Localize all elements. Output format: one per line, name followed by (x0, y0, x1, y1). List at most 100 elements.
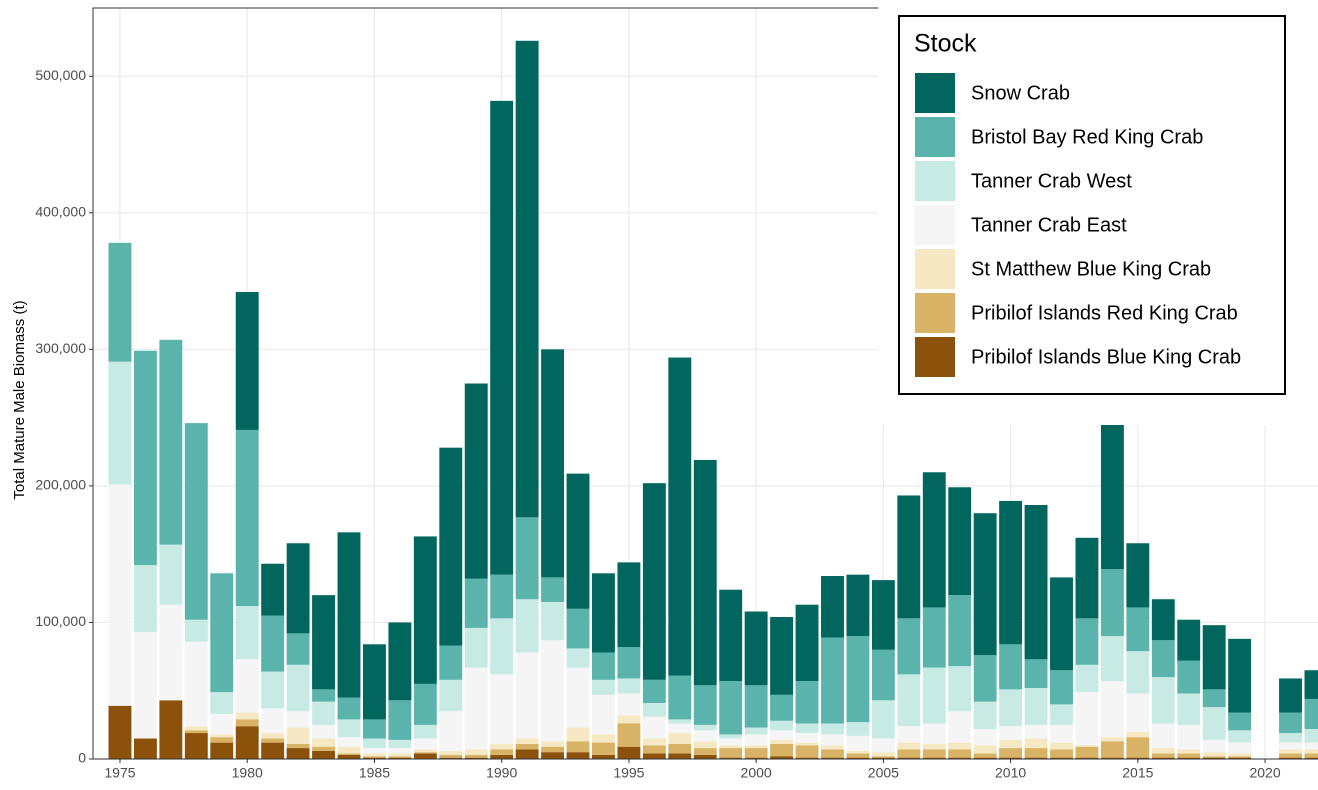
bar-segment (642, 716, 666, 739)
bar-segment (541, 746, 565, 753)
bar-segment (744, 727, 768, 735)
bar-segment (388, 739, 412, 749)
bar-segment (261, 733, 285, 739)
bar-segment (795, 733, 819, 743)
bar-segment (490, 743, 514, 750)
legend-label: Bristol Bay Red King Crab (971, 126, 1203, 148)
bar-segment (1050, 742, 1073, 750)
bar-segment (719, 748, 743, 758)
bar-segment (1279, 742, 1302, 750)
bar-segment (413, 752, 437, 754)
bar-segment (795, 757, 819, 759)
bar-segment (871, 580, 895, 650)
bar-segment (821, 734, 844, 746)
bar-segment (846, 735, 870, 751)
bar-segment (362, 756, 386, 758)
bar-segment (312, 595, 335, 690)
bar-segment (1202, 739, 1226, 753)
bar-segment (719, 734, 743, 739)
bar-segment (464, 383, 488, 579)
x-tick-label: 2010 (995, 765, 1026, 781)
legend-key (915, 161, 955, 201)
bar-segment (744, 757, 768, 759)
bar-segment (821, 576, 844, 638)
bar-segment (668, 723, 692, 734)
bar-segment (515, 517, 539, 600)
bar-segment (897, 495, 921, 619)
bar-segment (999, 689, 1023, 727)
legend-label: Tanner Crab East (971, 214, 1127, 236)
bar-segment (439, 679, 463, 712)
bar-segment (846, 753, 870, 758)
bar-segment (464, 578, 488, 628)
bar-segment (286, 543, 310, 634)
bar-segment (1279, 712, 1302, 734)
bar-segment (846, 750, 870, 754)
bar-segment (235, 719, 259, 727)
bar-segment (159, 604, 183, 701)
bar-segment (286, 727, 310, 744)
y-tick-label: 400,000 (35, 204, 86, 220)
bar-segment (973, 701, 997, 729)
bar-segment (1100, 636, 1124, 682)
bar-segment (515, 652, 539, 739)
bar-segment (1177, 693, 1201, 725)
bar-segment (668, 743, 692, 754)
bar-segment (871, 756, 895, 758)
bar-segment (261, 563, 285, 616)
bar-segment (159, 700, 183, 759)
bar-segment (1304, 698, 1318, 729)
bar-segment (668, 733, 692, 744)
bar-segment (770, 743, 794, 757)
legend-title: Stock (914, 30, 977, 58)
legend-key (915, 249, 955, 289)
x-tick-label: 1990 (486, 765, 517, 781)
bar-segment (770, 730, 794, 740)
bar-segment (1228, 712, 1252, 731)
bar-segment (719, 745, 743, 749)
bar-segment (566, 473, 590, 609)
bar-segment (948, 487, 972, 596)
bar-segment (464, 757, 488, 759)
bar-segment (642, 738, 666, 746)
bar-segment (261, 671, 285, 709)
bar-segment (1100, 403, 1124, 570)
bar-segment (439, 757, 463, 759)
bar-segment (846, 757, 870, 759)
bar-segment (515, 738, 539, 744)
bar-segment (897, 749, 921, 758)
bar-segment (413, 683, 437, 725)
bar-segment (770, 616, 794, 695)
bar-segment (846, 574, 870, 637)
bar-segment (159, 339, 183, 545)
bar-segment (821, 749, 844, 758)
bar-segment (1151, 757, 1175, 759)
bar-segment (592, 734, 615, 743)
bar-segment (897, 726, 921, 743)
bar-segment (235, 712, 259, 720)
bar-segment (973, 655, 997, 702)
bar-segment (312, 701, 335, 725)
bar-segment (922, 749, 946, 758)
bar-segment (108, 484, 132, 706)
bar-segment (541, 640, 565, 742)
bar-segment (388, 756, 412, 758)
bar-segment (693, 730, 717, 742)
bar-segment (1024, 724, 1048, 739)
bar-segment (693, 748, 717, 755)
bar-segment (184, 619, 208, 642)
bar-segment (184, 423, 208, 620)
bar-segment (312, 689, 335, 702)
legend-label: Snow Crab (971, 82, 1070, 104)
legend-label: Tanner Crab West (971, 170, 1132, 192)
bar-segment (871, 757, 895, 759)
bar-segment (210, 734, 234, 738)
bar-segment (1100, 681, 1124, 738)
bar-segment (1100, 737, 1124, 742)
bar-segment (490, 574, 514, 619)
bar-segment (922, 607, 946, 668)
bar-segment (592, 742, 615, 755)
bar-segment (973, 753, 997, 758)
bar-segment (770, 756, 794, 759)
